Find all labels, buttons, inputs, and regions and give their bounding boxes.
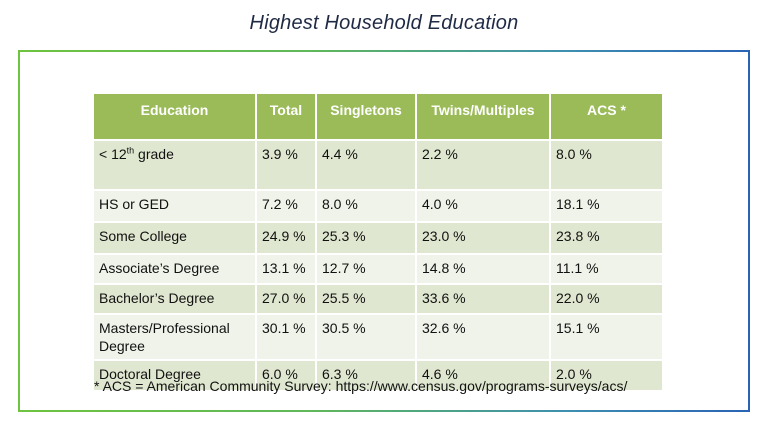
header-education: Education — [94, 94, 257, 140]
cell-total: 30.1 % — [256, 313, 317, 360]
page-title: Highest Household Education — [249, 12, 519, 34]
cell-total: 27.0 % — [256, 283, 317, 314]
cell-education: < 12th grade — [94, 139, 257, 190]
cell-acs: 23.8 % — [550, 221, 662, 254]
cell-education: Some College — [94, 221, 257, 254]
cell-singletons: 12.7 % — [316, 253, 417, 284]
table-row: Bachelor’s Degree 27.0 % 25.5 % 33.6 % 2… — [94, 283, 662, 314]
cell-acs: 2.0 % — [550, 359, 662, 390]
cell-total: 24.9 % — [256, 221, 317, 254]
header-twins-multiples: Twins/Multiples — [416, 94, 551, 140]
cell-singletons: 6.3 % — [316, 359, 417, 390]
cell-singletons: 30.5 % — [316, 313, 417, 360]
cell-acs: 8.0 % — [550, 139, 662, 190]
cell-twins: 14.8 % — [416, 253, 551, 284]
table-row: Associate’s Degree 13.1 % 12.7 % 14.8 % … — [94, 253, 662, 284]
cell-education: Bachelor’s Degree — [94, 283, 257, 314]
table-header-row: Education Total Singletons Twins/Multipl… — [94, 94, 662, 140]
cell-acs: 22.0 % — [550, 283, 662, 314]
cell-acs: 18.1 % — [550, 189, 662, 222]
cell-twins: 4.6 % — [416, 359, 551, 390]
header-total: Total — [256, 94, 317, 140]
cell-acs: 15.1 % — [550, 313, 662, 360]
cell-singletons: 25.5 % — [316, 283, 417, 314]
table-row: Some College 24.9 % 25.3 % 23.0 % 23.8 % — [94, 221, 662, 254]
table-row: Doctoral Degree 6.0 % 6.3 % 4.6 % 2.0 % — [94, 359, 662, 390]
cell-twins: 33.6 % — [416, 283, 551, 314]
header-singletons: Singletons — [316, 94, 417, 140]
cell-education: HS or GED — [94, 189, 257, 222]
cell-twins: 23.0 % — [416, 221, 551, 254]
cell-singletons: 25.3 % — [316, 221, 417, 254]
cell-singletons: 4.4 % — [316, 139, 417, 190]
cell-total: 13.1 % — [256, 253, 317, 284]
footnote: * ACS = American Community Survey: https… — [94, 378, 628, 394]
header-acs: ACS * — [550, 94, 662, 140]
cell-education: Masters/Professional Degree — [94, 313, 257, 360]
table-row: Masters/Professional Degree 30.1 % 30.5 … — [94, 313, 662, 360]
cell-twins: 4.0 % — [416, 189, 551, 222]
table-row: < 12th grade 3.9 % 4.4 % 2.2 % 8.0 % — [94, 139, 662, 190]
cell-twins: 2.2 % — [416, 139, 551, 190]
cell-total: 6.0 % — [256, 359, 317, 390]
cell-education: Doctoral Degree — [94, 359, 257, 390]
education-table: Education Total Singletons Twins/Multipl… — [94, 94, 662, 390]
cell-total: 7.2 % — [256, 189, 317, 222]
cell-twins: 32.6 % — [416, 313, 551, 360]
cell-total: 3.9 % — [256, 139, 317, 190]
table-row: HS or GED 7.2 % 8.0 % 4.0 % 18.1 % — [94, 189, 662, 222]
cell-singletons: 8.0 % — [316, 189, 417, 222]
cell-education: Associate’s Degree — [94, 253, 257, 284]
cell-acs: 11.1 % — [550, 253, 662, 284]
